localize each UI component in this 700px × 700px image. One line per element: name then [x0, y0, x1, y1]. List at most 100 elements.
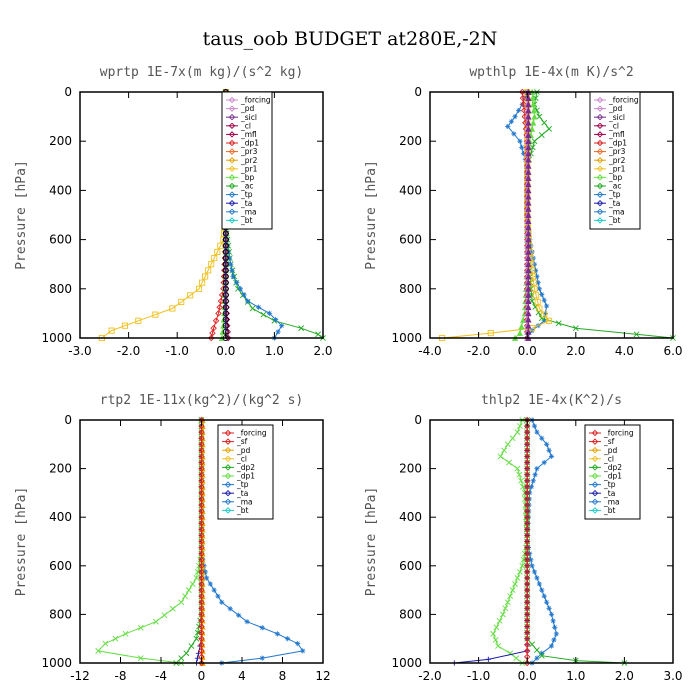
series-point-_forcing: [198, 477, 205, 484]
y-tick-label: 200: [399, 134, 422, 148]
series-point-_ta: [194, 655, 201, 661]
y-tick-label: 1000: [41, 656, 72, 670]
series-point-_dp1: [217, 297, 225, 305]
series-point-_dp1: [514, 429, 521, 436]
plot-frame: [79, 91, 324, 339]
series-point-_ac: [538, 315, 545, 322]
series-point-_forcing: [523, 459, 531, 466]
series-point-_tp: [295, 640, 301, 647]
series-point-_dp1: [519, 562, 526, 569]
series-point-_forcing: [523, 562, 531, 570]
series-point-_forcing: [523, 635, 531, 642]
series-point-_tp: [534, 575, 540, 581]
series-point-_forcing: [523, 489, 531, 497]
series-point-_tp: [207, 581, 213, 587]
legend-entry: _forcing: [236, 429, 267, 438]
series-point-_dp1: [493, 624, 500, 631]
y-tick-label: 400: [49, 510, 72, 524]
series-point-_bp: [529, 94, 536, 102]
legend-entry: _dp2: [603, 463, 622, 472]
series-point-_sicl: [525, 119, 532, 126]
series-point-_tp: [535, 280, 541, 286]
series-point-_dp1: [153, 618, 159, 625]
series-point-_dp1: [193, 575, 200, 581]
legend-entry: _ma: [236, 497, 253, 506]
series-point-_sicl: [525, 211, 532, 218]
legend-marker: [228, 165, 236, 173]
legend-marker: [228, 208, 236, 216]
series-point-_forcing: [198, 568, 205, 576]
series-point-_dp1: [182, 593, 188, 600]
series-point-_tp: [544, 441, 550, 447]
series-point-_forcing: [198, 532, 205, 539]
series-point-_tp: [226, 255, 233, 261]
legend-entry: _ta: [608, 199, 620, 208]
legend-entry: _pr2: [608, 156, 626, 165]
series-point-_dp1: [516, 423, 523, 429]
series-point-_sicl: [525, 113, 532, 120]
y-axis-label: Pressure [hPa]: [14, 487, 29, 597]
series-point-_forcing: [523, 659, 531, 667]
series-point-_tp: [517, 138, 523, 144]
series-point-_forcing: [198, 501, 205, 509]
series-point-_forcing: [523, 483, 531, 491]
series-point-_dp2: [534, 647, 540, 653]
series-point-_tp: [505, 123, 511, 130]
y-tick-label: 800: [399, 607, 422, 621]
legend-marker: [224, 472, 232, 480]
series-point-_forcing: [198, 623, 205, 630]
series-point-_forcing: [198, 556, 205, 563]
series-point-_tp: [541, 459, 547, 466]
legend-entry: _ta: [236, 489, 248, 498]
legend-marker: [224, 464, 232, 471]
legend-marker: [228, 217, 236, 224]
series-group: [95, 416, 306, 667]
series-point-_tp: [273, 316, 279, 323]
series-point-_forcing: [198, 562, 205, 570]
x-tick-label: 0.0: [518, 669, 537, 683]
series-point-_forcing: [523, 623, 531, 630]
y-tick-label: 200: [49, 462, 72, 476]
series-point-_dp1: [504, 599, 511, 606]
legend-entry: _bt: [608, 216, 621, 225]
series-point-_forcing: [523, 611, 531, 618]
series-point-_tp: [541, 297, 547, 303]
series-point-_tp: [553, 631, 559, 637]
series-group: [439, 88, 676, 342]
series-point-_tp: [534, 429, 540, 435]
legend-marker: [591, 429, 599, 437]
series-point-_sicl: [525, 150, 532, 157]
series-point-_forcing: [198, 592, 205, 600]
x-tick-label: 0.0: [216, 344, 235, 358]
series-point-_tp: [552, 624, 558, 630]
series-point-_tp: [548, 611, 555, 617]
legend-entry: _dp1: [603, 472, 622, 481]
series-point-_sicl: [525, 131, 532, 138]
series-point-_pr1: [202, 273, 209, 280]
panel-title: wpthlp 1E-4x(m K)/s^2: [469, 65, 633, 80]
x-tick-label: 3.0: [663, 669, 682, 683]
legend-entry: _forcing: [603, 429, 634, 438]
legend-marker: [228, 96, 236, 104]
series-point-_sicl: [525, 217, 532, 225]
series-line-_dp1: [97, 420, 202, 664]
y-tick-label: 0: [64, 413, 72, 427]
series-point-_tp: [516, 107, 522, 114]
legend-entry: _tp: [603, 480, 616, 489]
series-point-_forcing: [198, 489, 205, 497]
series-point-_dp2: [538, 652, 545, 659]
series-point-_tp: [536, 581, 542, 587]
series-point-_tp: [528, 484, 535, 490]
series-point-_forcing: [198, 459, 205, 466]
series-point-_dp1: [519, 94, 527, 102]
series-point-_forcing: [523, 568, 531, 576]
series-point-_dp1: [507, 593, 514, 600]
series-point-_forcing: [198, 605, 205, 612]
series-line-_dp1: [492, 419, 528, 664]
legend-entry: _pd: [603, 446, 618, 455]
series-point-_pr1: [187, 292, 194, 299]
series-point-_tp: [237, 286, 243, 292]
series-point-_forcing: [198, 659, 205, 667]
x-tick-label: 8: [279, 669, 287, 683]
legend-marker: [596, 131, 604, 138]
